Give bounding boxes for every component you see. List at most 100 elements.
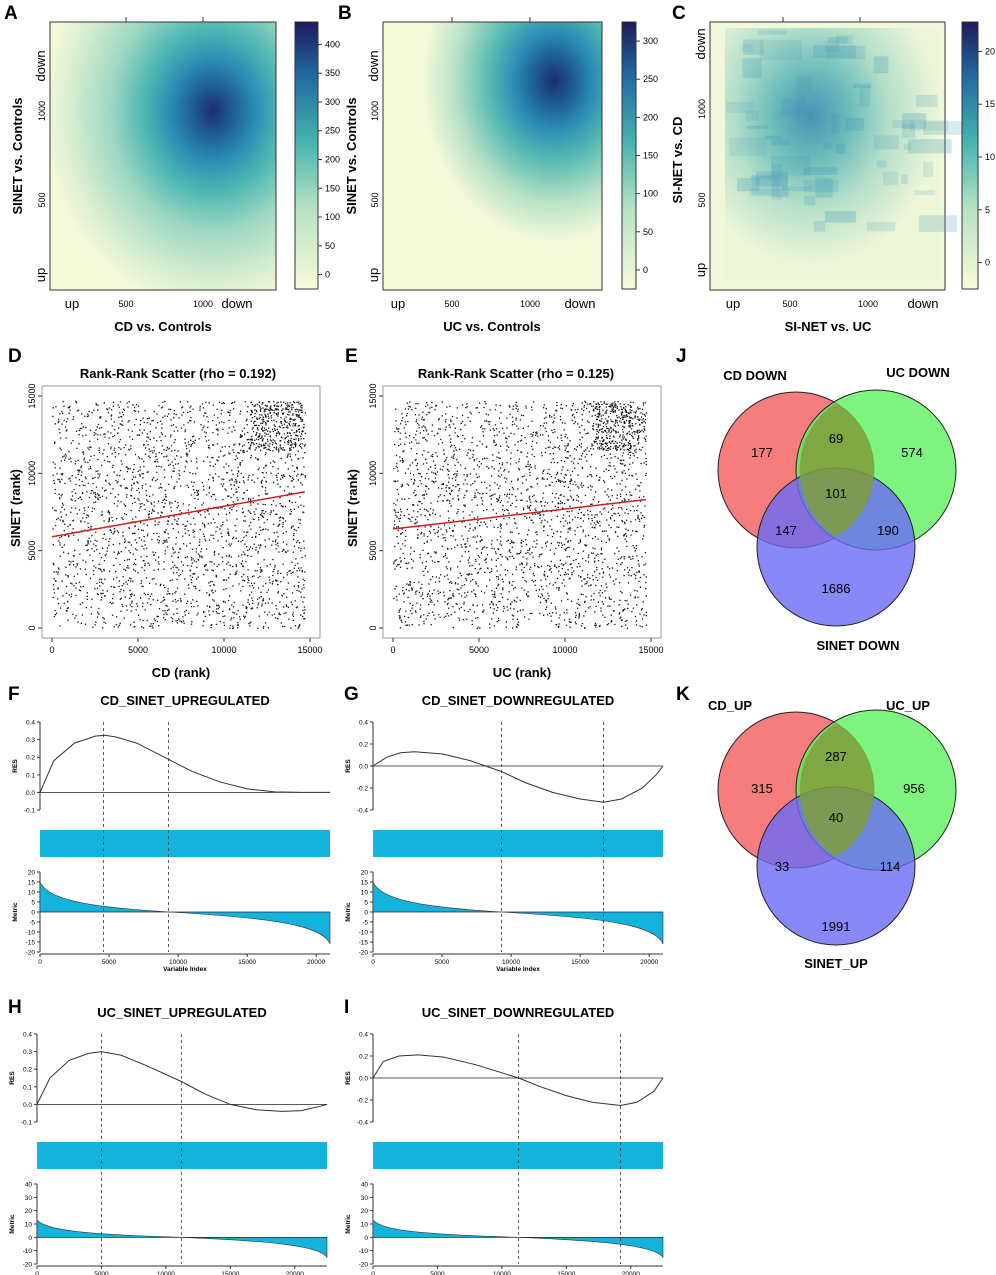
scatter-point — [134, 558, 137, 561]
scatter-point — [466, 483, 468, 485]
scatter-point — [275, 435, 278, 437]
scatter-point — [584, 456, 586, 458]
scatter-point — [621, 500, 623, 502]
scatter-point — [407, 468, 409, 470]
scatter-point — [269, 443, 271, 445]
scatter-point — [225, 489, 227, 492]
scatter-point — [101, 511, 103, 513]
scatter-point — [605, 597, 607, 599]
scatter-point — [635, 544, 638, 547]
scatter-point — [292, 538, 295, 540]
scatter-point — [105, 553, 107, 555]
scatter-point — [150, 502, 152, 504]
scatter-point — [184, 556, 187, 559]
scatter-point — [538, 512, 541, 514]
scatter-point — [250, 582, 252, 584]
scatter-point — [185, 609, 187, 612]
scatter-point — [545, 412, 547, 414]
scatter-point — [627, 571, 630, 574]
scatter-point — [230, 543, 233, 545]
scatter-point — [431, 424, 434, 426]
scatter-point — [148, 417, 150, 419]
scatter-point — [191, 562, 193, 564]
scatter-point — [279, 519, 281, 522]
scatter-point — [496, 498, 498, 500]
scatter-point — [263, 411, 265, 413]
scatter-point — [269, 582, 271, 584]
scatter-point — [86, 491, 88, 493]
scatter-point — [531, 435, 533, 438]
scatter-point — [171, 502, 173, 504]
scatter-point — [228, 446, 230, 448]
scatter-point — [124, 540, 126, 542]
scatter-point — [275, 474, 278, 476]
scatter-point — [108, 437, 110, 439]
scatter-point — [629, 444, 632, 446]
scatter-point — [515, 407, 517, 410]
scatter-point — [601, 568, 603, 570]
scatter-point — [212, 420, 214, 422]
scatter-point — [607, 496, 610, 498]
scatter-point — [186, 452, 188, 454]
scatter-point — [571, 470, 574, 473]
scatter-point — [438, 419, 440, 421]
scatter-point — [235, 564, 237, 566]
scatter-point — [193, 442, 196, 444]
scatter-point — [131, 593, 133, 596]
scatter-point — [84, 623, 87, 625]
scatter-point — [481, 500, 484, 502]
scatter-point — [99, 434, 102, 436]
scatter-point — [249, 546, 251, 548]
scatter-point — [290, 444, 292, 446]
scatter-point — [237, 499, 239, 501]
scatter-point — [76, 563, 78, 565]
scatter-point — [614, 475, 616, 478]
scatter-point — [203, 620, 205, 622]
scatter-point — [505, 626, 507, 628]
scatter-point — [464, 479, 466, 481]
scatter-point — [578, 617, 580, 619]
scatter-point — [579, 432, 581, 434]
scatter-point — [504, 481, 507, 483]
scatter-point — [108, 520, 110, 522]
scatter-point — [616, 416, 618, 419]
scatter-point — [281, 409, 283, 411]
scatter-point — [431, 601, 433, 603]
scatter-point — [285, 604, 287, 606]
scatter-point — [167, 459, 169, 462]
scatter-point — [116, 576, 118, 579]
scatter-point — [126, 471, 128, 473]
scatter-point — [551, 501, 554, 503]
scatter-point — [286, 456, 288, 458]
scatter-point — [638, 485, 640, 487]
scatter-point — [264, 465, 267, 467]
scatter-point — [511, 601, 513, 603]
scatter-point — [636, 429, 638, 432]
scatter-point — [52, 596, 54, 599]
scatter-point — [72, 564, 75, 566]
scatter-point — [445, 459, 447, 461]
scatter-point — [248, 474, 250, 477]
scatter-point — [427, 468, 430, 471]
scatter-point — [64, 457, 67, 459]
scatter-point — [240, 449, 242, 452]
scatter-point — [163, 531, 165, 533]
scatter-point — [208, 610, 210, 612]
scatter-point — [295, 410, 297, 413]
scatter-point — [501, 474, 503, 476]
scatter-point — [173, 413, 175, 415]
scatter-point — [235, 482, 238, 484]
scatter-point — [275, 580, 277, 582]
scatter-point — [106, 474, 108, 477]
scatter-point — [166, 613, 168, 616]
scatter-point — [496, 434, 498, 436]
scatter-point — [184, 430, 186, 433]
scatter-point — [98, 475, 100, 477]
scatter-point — [269, 406, 271, 408]
scatter-point — [97, 458, 99, 461]
scatter-point — [592, 448, 595, 450]
scatter-point — [414, 591, 417, 593]
scatter-point — [612, 447, 615, 449]
scatter-point — [175, 601, 177, 603]
scatter-point — [171, 461, 173, 463]
